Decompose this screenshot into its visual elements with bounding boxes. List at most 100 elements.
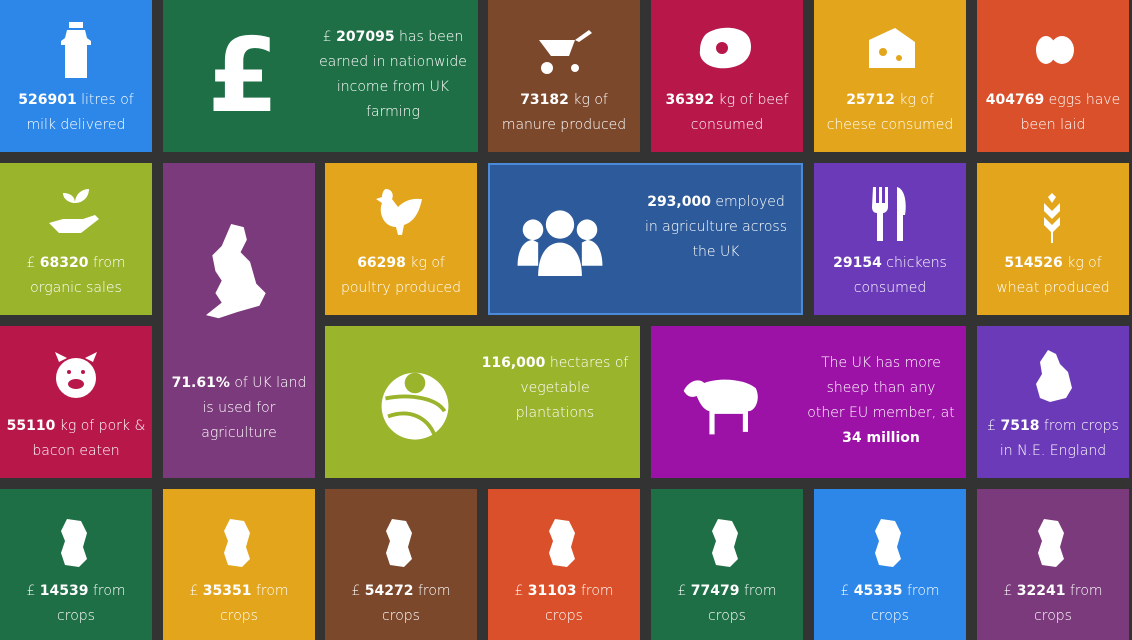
employed-tile: 293,000 employed in agriculture across t… [488, 163, 803, 315]
crops-5-text: £ 45335 from crops [820, 579, 960, 629]
stat-value: 32241 [1016, 583, 1066, 599]
stat-value: 35351 [202, 583, 252, 599]
crops-0-tile: £ 14539 from crops [0, 489, 152, 640]
sheep-icon [676, 356, 766, 446]
people-icon [515, 195, 605, 285]
stat-label: £ [987, 418, 1001, 434]
stat-label: hectares of vegetable plantations [515, 355, 629, 421]
stat-label: £ [1003, 583, 1017, 599]
land-tile: 71.61% of UK land is used for agricultur… [163, 163, 315, 478]
milk-churn-icon [41, 18, 111, 82]
stat-label: chickens consumed [853, 255, 947, 296]
stat-value: 68320 [39, 255, 89, 271]
wheat-tile: 514526 kg of wheat produced [977, 163, 1129, 315]
stat-label: has been earned in nationwide income fro… [319, 29, 467, 120]
crop-region-icon [529, 509, 599, 573]
sheep-text: The UK has more sheep than any other EU … [806, 351, 956, 451]
land-text: 71.61% of UK land is used for agricultur… [169, 371, 309, 446]
stat-value: 73182 [520, 92, 569, 108]
stat-label: from crops [708, 583, 777, 624]
stat-value: 526901 [18, 92, 77, 108]
stat-value: 29154 [833, 255, 882, 271]
income-text: £ 207095 has been earned in nationwide i… [318, 25, 468, 125]
crop-region-icon [1018, 509, 1088, 573]
stat-label: £ [514, 583, 528, 599]
eggs-text: 404769 eggs have been laid [983, 88, 1123, 138]
stat-label: litres of milk delivered [26, 92, 134, 133]
crops-2-text: £ 54272 from crops [331, 579, 471, 629]
poultry-tile: 66298 kg of poultry produced [325, 163, 477, 315]
stat-value: 207095 [336, 29, 395, 45]
stat-label: kg of poultry produced [340, 255, 462, 296]
steak-icon [692, 18, 762, 82]
vegetable-text: 116,000 hectares of vegetable plantation… [480, 351, 630, 426]
manure-tile: 73182 kg of manure produced [488, 0, 640, 152]
stat-value: 71.61% [171, 375, 230, 391]
stat-label: of UK land is used for agriculture [201, 375, 307, 441]
stat-label: £ [677, 583, 691, 599]
wheelbarrow-icon [529, 18, 599, 82]
ne-england-tile: £ 7518 from crops in N.E. England [977, 326, 1129, 478]
milk-tile: 526901 litres of milk delivered [0, 0, 152, 152]
stat-label: from crops [1034, 583, 1103, 624]
field-sun-icon [370, 356, 460, 446]
stat-value: 66298 [357, 255, 406, 271]
crops-1-text: £ 35351 from crops [169, 579, 309, 629]
stat-value: 31103 [527, 583, 577, 599]
income-tile: £ £ 207095 has been earned in nationwide … [163, 0, 478, 152]
stat-value: 7518 [1000, 418, 1040, 434]
stat-value: 36392 [665, 92, 715, 108]
stat-label: £ [840, 583, 854, 599]
stat-value: 404769 [985, 92, 1045, 108]
cheese-icon [855, 18, 925, 82]
crops-1-tile: £ 35351 from crops [163, 489, 315, 640]
stat-value: 34 million [842, 430, 920, 446]
eggs-tile: 404769 eggs have been laid [977, 0, 1129, 152]
stat-value: 54272 [364, 583, 414, 599]
crop-region-icon [41, 509, 111, 573]
crop-region-icon [692, 509, 762, 573]
crops-4-text: £ 77479 from crops [657, 579, 797, 629]
crops-3-text: £ 31103 from crops [494, 579, 634, 629]
chickens-text: 29154 chickens consumed [820, 251, 960, 301]
region-map-icon [1018, 344, 1088, 408]
poultry-text: 66298 kg of poultry produced [331, 251, 471, 301]
crops-4-tile: £ 77479 from crops [651, 489, 803, 640]
stat-value: 293,000 [647, 194, 711, 210]
crops-0-text: £ 14539 from crops [6, 579, 146, 629]
cheese-tile: 25712 kg of cheese consumed [814, 0, 966, 152]
uk-map-icon [184, 193, 294, 343]
plant-hand-icon [41, 181, 111, 245]
crops-6-text: £ 32241 from crops [983, 579, 1123, 629]
manure-text: 73182 kg of manure produced [494, 88, 634, 138]
stat-label: from crops [871, 583, 940, 624]
chickens-tile: 29154 chickens consumed [814, 163, 966, 315]
crop-region-icon [366, 509, 436, 573]
employed-text: 293,000 employed in agriculture across t… [641, 190, 791, 265]
stat-label: from crops [57, 583, 126, 624]
stat-value: 55110 [6, 418, 56, 434]
crops-6-tile: £ 32241 from crops [977, 489, 1129, 640]
organic-text: £ 68320 from organic sales [6, 251, 146, 301]
crop-region-icon [204, 509, 274, 573]
stat-value: 514526 [1004, 255, 1063, 271]
stat-label: from crops [545, 583, 614, 624]
stat-label: kg of pork & bacon eaten [32, 418, 146, 459]
stat-label: £ [351, 583, 365, 599]
stat-label: £ [26, 255, 40, 271]
stat-label: from crops in N.E. England [999, 418, 1119, 459]
sheep-tile: The UK has more sheep than any other EU … [651, 326, 966, 478]
stat-label: from organic sales [30, 255, 126, 296]
crops-5-tile: £ 45335 from crops [814, 489, 966, 640]
vegetable-tile: 116,000 hectares of vegetable plantation… [325, 326, 640, 478]
pound-sign-icon: £ [198, 30, 288, 120]
fork-knife-icon [855, 181, 925, 245]
milk-text: 526901 litres of milk delivered [6, 88, 146, 138]
stat-label: kg of manure produced [501, 92, 627, 133]
chicken-icon [366, 181, 436, 245]
svg-text:£: £ [207, 30, 279, 120]
stat-label: kg of beef consumed [690, 92, 789, 133]
stat-label: from crops [220, 583, 289, 624]
crop-region-icon [855, 509, 925, 573]
stat-label: kg of wheat produced [996, 255, 1110, 296]
